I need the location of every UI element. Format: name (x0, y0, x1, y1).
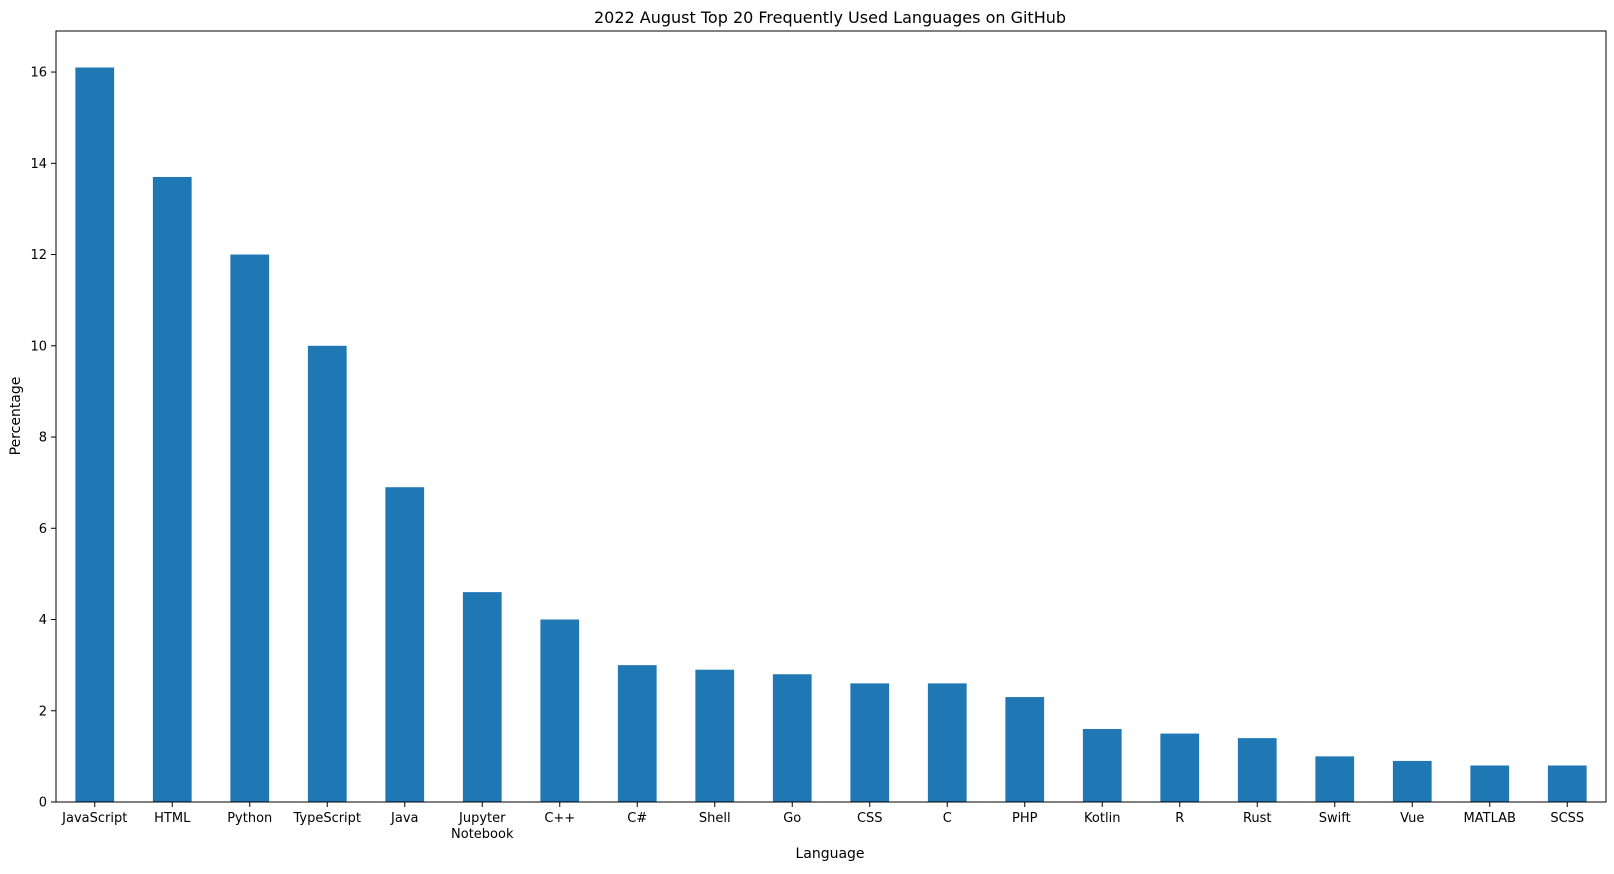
bar-c (927, 683, 967, 802)
x-tick-label: Java (390, 811, 418, 826)
y-axis: 0 2 4 6 8 10 12 14 16 (30, 66, 56, 811)
bar-c- (617, 665, 657, 802)
x-tick-label: Kotlin (1084, 811, 1120, 826)
x-tick-label: CSS (857, 811, 883, 826)
x-axis: JavaScript HTML Python TypeScript Java Jupyte… (61, 802, 1584, 842)
bar-matlab (1470, 765, 1510, 802)
bar-javascript (75, 67, 115, 802)
x-tick-label: Jupyter Notebook (451, 811, 514, 842)
bar-swift (1315, 756, 1355, 802)
y-tick-label: 4 (39, 613, 47, 628)
x-tick-label: JavaScript (61, 811, 127, 826)
y-axis-label: Percentage (8, 377, 24, 456)
bar-vue (1392, 760, 1432, 802)
bar-shell (695, 669, 735, 802)
y-tick-label: 10 (30, 339, 47, 354)
bar-python (230, 254, 270, 803)
x-tick-label: MATLAB (1464, 811, 1516, 826)
chart-title: 2022 August Top 20 Frequently Used Langu… (594, 8, 1066, 27)
x-tick-label: HTML (154, 811, 191, 826)
y-tick-label: 6 (39, 522, 47, 537)
bar-css (850, 683, 890, 802)
bar-r (1160, 733, 1200, 802)
x-tick-label: C++ (544, 811, 575, 826)
bar-java (385, 487, 425, 802)
x-tick-label: R (1175, 811, 1184, 826)
x-tick-label: TypeScript (292, 811, 361, 826)
y-tick-label: 14 (30, 157, 47, 172)
bar-rust (1237, 738, 1277, 802)
x-tick-label: C# (627, 811, 647, 826)
y-tick-label: 12 (30, 248, 47, 263)
x-tick-label: Swift (1319, 811, 1351, 826)
bar-php (1005, 697, 1045, 802)
bar-kotlin (1082, 729, 1122, 802)
x-tick-label: Rust (1243, 811, 1272, 826)
x-tick-label: SCSS (1550, 811, 1584, 826)
bar-jupyter-notebook (462, 592, 502, 802)
bar-go (772, 674, 812, 802)
bars-layer (75, 67, 1587, 803)
x-tick-label: Python (227, 811, 272, 826)
plot-frame (55, 30, 1607, 803)
x-tick-label: Vue (1400, 811, 1424, 826)
y-tick-label: 8 (39, 431, 47, 446)
x-axis-label: Language (795, 846, 864, 862)
x-tick-label: Shell (699, 811, 731, 826)
x-tick-label: Go (783, 811, 801, 826)
y-tick-label: 0 (39, 796, 47, 811)
y-tick-label: 16 (30, 66, 47, 81)
bar-scss (1547, 765, 1587, 802)
bar-html (152, 176, 192, 803)
bar-typescript (307, 345, 347, 802)
x-tick-label: PHP (1012, 811, 1038, 826)
x-tick-label: C (943, 811, 952, 826)
bar-c- (540, 619, 580, 802)
y-tick-label: 2 (39, 704, 47, 719)
